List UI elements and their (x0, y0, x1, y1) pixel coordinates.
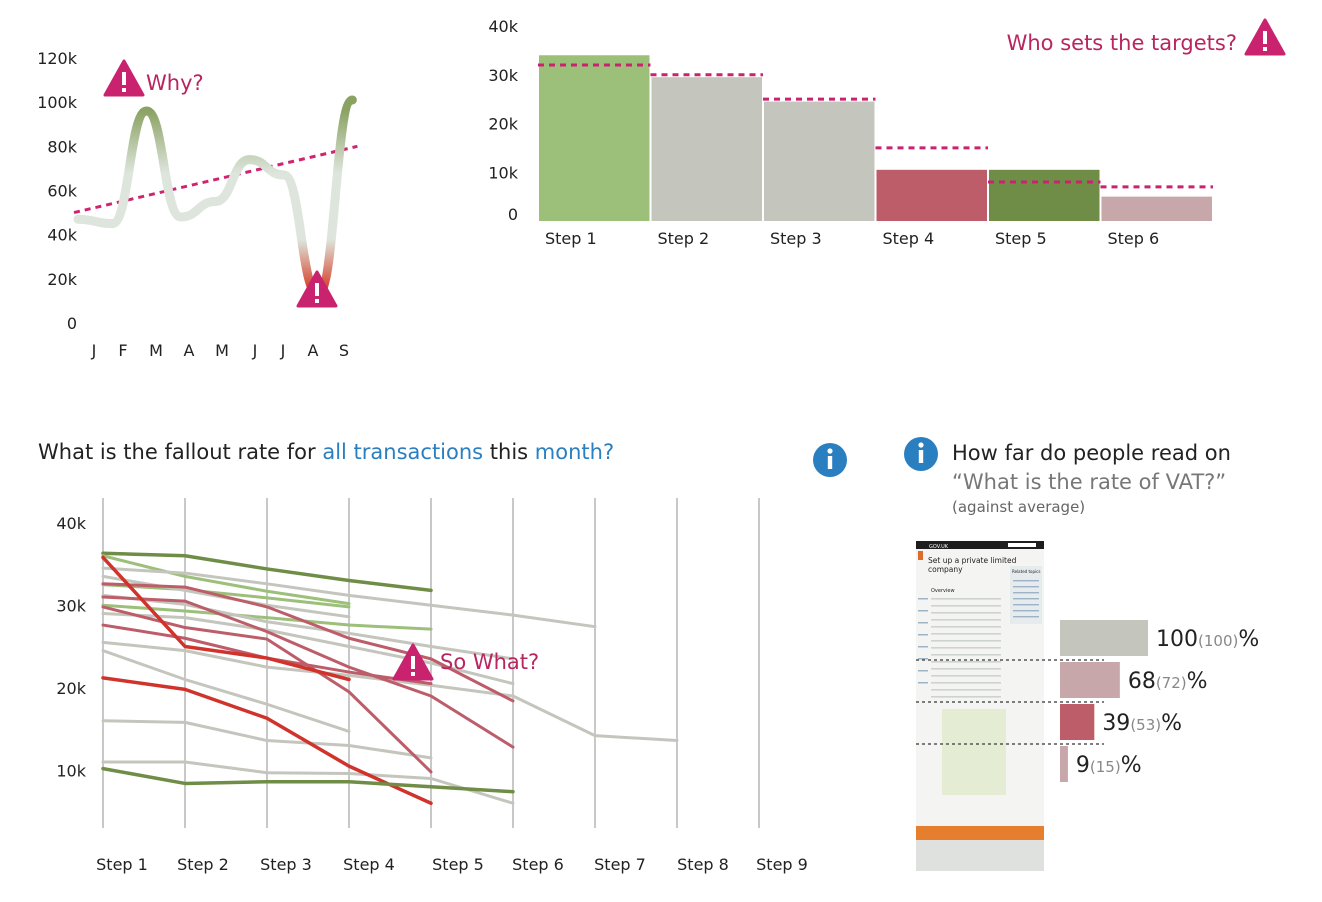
x-tick-label: Step 5 (432, 855, 484, 874)
y-tick-label: 40k (47, 226, 77, 245)
x-tick-label: Step 2 (658, 229, 710, 248)
series-line (101, 595, 515, 749)
x-tick-label: A (184, 341, 195, 360)
info-icon[interactable] (904, 437, 938, 471)
read-depth-label: 100(100)% (1156, 627, 1259, 652)
y-tick-label: 10k (488, 163, 518, 182)
x-tick-label: Step 3 (770, 229, 822, 248)
bar (1101, 196, 1212, 221)
annotation-why: Why? (146, 71, 204, 95)
step-target-chart: 0 10k 20k 30k 40k Step 1 Step 2 Step 3 Step 4 St… (488, 17, 1286, 248)
read-depth-label: 68(72)% (1128, 669, 1208, 694)
x-tick-label: S (339, 341, 349, 360)
x-tick-label: Step 7 (594, 855, 646, 874)
y-tick-label: 30k (488, 66, 518, 85)
read-depth-chart: How far do people read on “What is the r… (904, 437, 1259, 871)
y-tick-label: 10k (56, 761, 86, 780)
read-depth-subtitle: (against average) (952, 498, 1085, 516)
bar (651, 77, 762, 221)
y-tick-label: 20k (488, 115, 518, 134)
annotation-who-sets-targets: Who sets the targets? (1007, 31, 1237, 55)
info-icon[interactable] (813, 443, 847, 477)
read-depth-label: 9(15)% (1076, 753, 1142, 778)
fallout-title: What is the fallout rate for all transac… (38, 440, 614, 464)
thumbnail-site: GOV.UK (929, 544, 949, 550)
y-tick-label: 0 (508, 205, 518, 224)
x-tick-label: F (118, 341, 127, 360)
title-part: What is the fallout rate for (38, 440, 322, 464)
y-tick-label: 120k (37, 49, 78, 68)
x-tick-label: Step 5 (995, 229, 1047, 248)
series-line (101, 554, 351, 606)
x-tick-label: J (280, 341, 286, 360)
x-tick-label: A (308, 341, 319, 360)
bar (989, 169, 1100, 221)
x-tick-label: Step 9 (756, 855, 808, 874)
x-tick-label: Step 3 (260, 855, 312, 874)
read-depth-quote: “What is the rate of VAT?” (952, 470, 1226, 494)
x-tick-label: Step 1 (545, 229, 597, 248)
series-line (101, 593, 515, 661)
y-tick-label: 30k (56, 596, 86, 615)
read-depth-label: 39(53)% (1102, 711, 1182, 736)
x-tick-label: J (252, 341, 258, 360)
thumbnail-heading: Set up a private limited (928, 556, 1017, 565)
bar (539, 55, 650, 221)
series-line (101, 551, 433, 593)
bar (876, 169, 987, 221)
y-tick-label: 60k (47, 182, 77, 201)
y-tick-label: 0 (67, 314, 77, 333)
y-tick-label: 20k (47, 270, 77, 289)
x-tick-label: Step 2 (177, 855, 229, 874)
bar (764, 101, 875, 221)
series-line (101, 676, 433, 805)
read-depth-bar (1060, 704, 1095, 740)
series-line (101, 605, 433, 774)
series-line (101, 766, 515, 794)
y-tick-label: 40k (56, 514, 86, 533)
y-tick-label: 40k (488, 17, 518, 36)
read-depth-bar (1060, 662, 1120, 698)
x-tick-label: Step 1 (96, 855, 148, 874)
x-tick-label: Step 4 (883, 229, 935, 248)
read-depth-title: How far do people read on (952, 441, 1231, 465)
series-line (101, 582, 515, 703)
x-tick-label: M (149, 341, 163, 360)
series-line (101, 555, 351, 682)
series-line (101, 566, 597, 629)
y-tick-label: 100k (37, 93, 78, 112)
read-depth-bar (1060, 620, 1148, 656)
x-tick-label: Step 6 (1108, 229, 1160, 248)
annotation-so-what: So What? (440, 650, 539, 674)
y-tick-label: 80k (47, 137, 77, 156)
fallout-rate-chart: What is the fallout rate for all transac… (38, 440, 847, 874)
thumbnail-section: Overview (931, 588, 955, 594)
y-tick-label: 20k (56, 679, 86, 698)
monthly-trend-chart: 0 20k 40k 60k 80k 100k 120k J F M A M J J A S Why? (37, 49, 358, 360)
thumbnail-box-title: Related topics (1012, 569, 1040, 574)
read-depth-bar (1060, 746, 1068, 782)
series-line (101, 719, 433, 760)
warning-icon (1244, 18, 1286, 56)
x-tick-label: Step 6 (512, 855, 564, 874)
monthly-series-line (73, 95, 357, 299)
series-line (101, 649, 351, 733)
warning-icon (103, 59, 145, 97)
thumbnail-heading-cont: company (928, 565, 963, 574)
title-part: month? (535, 440, 614, 464)
series-line (101, 760, 515, 805)
title-part: this (483, 440, 535, 464)
x-tick-label: J (91, 341, 97, 360)
x-tick-label: Step 4 (343, 855, 395, 874)
page-thumbnail: GOV.UK Set up a private limited company … (916, 541, 1044, 871)
x-tick-label: Step 8 (677, 855, 729, 874)
title-part: all transactions (322, 440, 483, 464)
series-line (101, 583, 351, 609)
x-tick-label: M (215, 341, 229, 360)
series-line (101, 603, 433, 631)
